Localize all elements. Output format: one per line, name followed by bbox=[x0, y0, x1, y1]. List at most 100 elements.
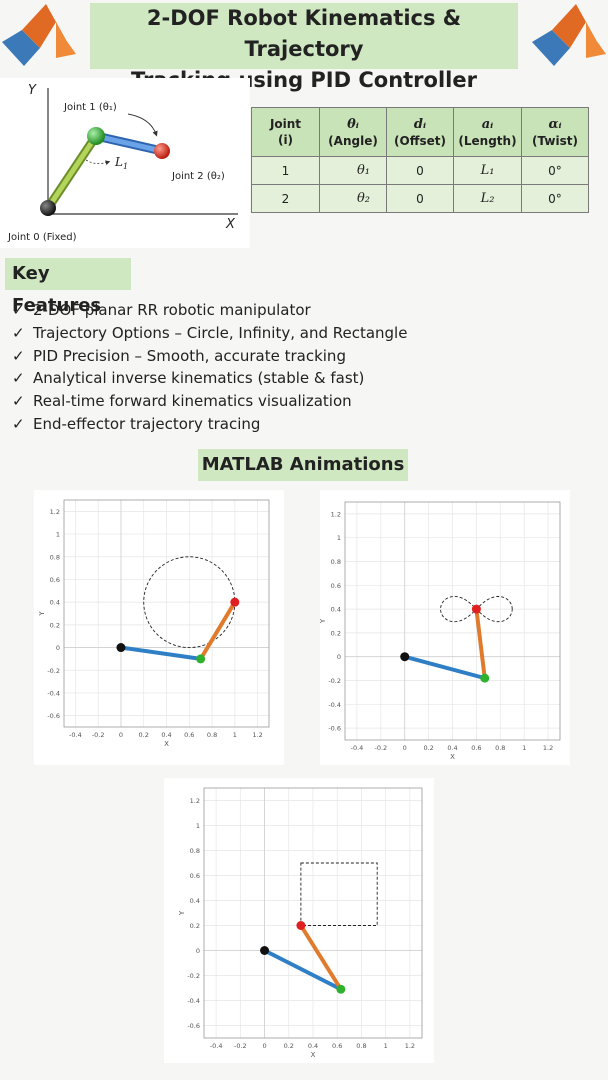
table-row: 2 θ₂ 0 L₂ 0° bbox=[251, 184, 589, 213]
y-tick-label: 1.2 bbox=[331, 510, 341, 518]
y-tick-label: 0.4 bbox=[50, 599, 60, 607]
x-tick-label: 0.8 bbox=[495, 744, 505, 752]
joint-2-sphere bbox=[154, 143, 170, 159]
trajectory-rectangle bbox=[300, 862, 378, 926]
x-tick-label: 0.8 bbox=[207, 731, 217, 739]
feature-list: ✓ 2-DOF planar RR robotic manipulator ✓ Tr… bbox=[12, 299, 407, 436]
elbow-joint bbox=[336, 984, 346, 994]
x-tick-label: -0.4 bbox=[69, 731, 82, 739]
x-tick-label: 1 bbox=[233, 731, 237, 739]
plot-infinity-trajectory: -0.4 -0.2 0 0.2 0.4 0.6 0.8 1 1.2 1.2 1 0.8 0.6 0.4 0.… bbox=[320, 490, 570, 765]
y-axis-label: Y bbox=[38, 611, 46, 617]
x-tick-label: 0.2 bbox=[139, 731, 149, 739]
check-icon: ✓ bbox=[12, 323, 25, 342]
table-cell: 0° bbox=[521, 184, 589, 213]
x-tick-label: 0.6 bbox=[332, 1042, 342, 1050]
col-header-length: aᵢ (Length) bbox=[453, 107, 522, 157]
y-tick-label: 0.2 bbox=[190, 922, 200, 930]
y-tick-label: 0.2 bbox=[331, 629, 341, 637]
plot-rectangle-trajectory: -0.4 -0.2 0 0.2 0.4 0.6 0.8 1 1.2 1.2 1 0.8 0.6 0.4 0.… bbox=[164, 778, 434, 1063]
x-tick-label: 0.4 bbox=[308, 1042, 318, 1050]
x-tick-label: 1 bbox=[522, 744, 526, 752]
link-2 bbox=[298, 923, 343, 992]
x-tick-label: 1 bbox=[384, 1042, 388, 1050]
axes-box bbox=[63, 499, 270, 728]
link-2 bbox=[474, 607, 487, 681]
y-tick-label: 1 bbox=[196, 822, 200, 830]
x-tick-label: 0.6 bbox=[471, 744, 481, 752]
list-item: ✓ Real-time forward kinematics visualizat… bbox=[12, 390, 407, 413]
x-tick-label: -0.2 bbox=[374, 744, 387, 752]
y-axis-label: Y bbox=[178, 910, 186, 916]
x-tick-label: 0.2 bbox=[423, 744, 433, 752]
page-title: 2-DOF Robot Kinematics & Trajectory Trac… bbox=[90, 3, 518, 92]
x-tick-label: -0.4 bbox=[351, 744, 364, 752]
joint-2-label: Joint 2 (θ₂) bbox=[171, 171, 225, 182]
table-cell: 0 bbox=[386, 156, 454, 185]
x-axis-label: X bbox=[450, 753, 455, 761]
link-1 bbox=[262, 948, 343, 992]
x-tick-label: 1.2 bbox=[252, 731, 262, 739]
check-icon: ✓ bbox=[12, 392, 25, 411]
link-2 bbox=[198, 600, 237, 661]
col-header-twist: αᵢ (Twist) bbox=[521, 107, 589, 157]
y-tick-label: 1 bbox=[337, 534, 341, 542]
y-tick-label: -0.6 bbox=[47, 712, 60, 720]
list-item: ✓ PID Precision – Smooth, accurate tracki… bbox=[12, 345, 407, 368]
link-1 bbox=[118, 645, 203, 661]
table-cell: 0° bbox=[521, 156, 589, 185]
list-item: ✓ End-effector trajectory tracing bbox=[12, 413, 407, 436]
check-icon: ✓ bbox=[12, 301, 25, 319]
elbow-joint bbox=[196, 654, 206, 664]
y-tick-label: -0.4 bbox=[47, 689, 60, 697]
matlab-animations-heading: MATLAB Animations bbox=[198, 449, 408, 481]
table-cell: L₂ bbox=[453, 184, 522, 213]
joint-0-label: Joint 0 (Fixed) bbox=[7, 232, 77, 243]
y-tick-label: -0.4 bbox=[187, 997, 200, 1005]
table-cell: 2 bbox=[251, 184, 320, 213]
y-tick-label: 0 bbox=[56, 644, 60, 652]
table-cell: L₁ bbox=[453, 156, 522, 185]
robot-schematic: Y X Joint 1 (θ₁) Joint 2 (θ₂) Joint 0 (F… bbox=[0, 78, 250, 248]
list-item: ✓ Analytical inverse kinematics (stable &… bbox=[12, 367, 407, 390]
end-effector bbox=[296, 921, 306, 930]
table-row: 1 θ₁ 0 L₁ 0° bbox=[251, 156, 589, 185]
x-tick-label: 1.2 bbox=[405, 1042, 415, 1050]
y-tick-label: 1 bbox=[56, 531, 60, 539]
elbow-joint bbox=[480, 673, 490, 683]
col-header-offset: dᵢ (Offset) bbox=[386, 107, 454, 157]
y-tick-label: 0 bbox=[196, 947, 200, 955]
table-cell: 0 bbox=[386, 184, 454, 213]
x-tick-label: -0.4 bbox=[210, 1042, 223, 1050]
joint-1-sphere bbox=[87, 127, 105, 145]
list-item: ✓ Trajectory Options – Circle, Infinity, … bbox=[12, 322, 407, 345]
x-tick-label: 0 bbox=[119, 731, 123, 739]
list-item: ✓ 2-DOF planar RR robotic manipulator bbox=[12, 299, 407, 322]
base-joint bbox=[116, 643, 126, 653]
joint-0-sphere bbox=[40, 200, 56, 216]
table-header-row: Joint (i) θᵢ (Angle) dᵢ (Offset) aᵢ (Length)… bbox=[251, 107, 589, 157]
y-tick-label: -0.6 bbox=[328, 725, 341, 733]
y-tick-label: -0.2 bbox=[47, 667, 60, 675]
y-tick-label: 1.2 bbox=[50, 508, 60, 516]
x-tick-label: 0.8 bbox=[356, 1042, 366, 1050]
link-length-label: L1 bbox=[114, 155, 128, 171]
x-tick-label: 0.4 bbox=[447, 744, 457, 752]
matlab-logo-left-icon bbox=[2, 4, 76, 66]
y-tick-label: 0.8 bbox=[190, 847, 200, 855]
matlab-logo-right-icon bbox=[532, 4, 606, 66]
axes-box bbox=[203, 787, 423, 1039]
y-tick-label: 0.2 bbox=[50, 621, 60, 629]
table-cell: θ₂ bbox=[319, 184, 387, 213]
y-tick-label: -0.4 bbox=[328, 701, 341, 709]
end-effector bbox=[471, 604, 481, 614]
base-joint bbox=[260, 946, 270, 955]
col-header-angle: θᵢ (Angle) bbox=[319, 107, 387, 157]
x-tick-label: 0.4 bbox=[161, 731, 171, 739]
x-tick-label: 1.2 bbox=[543, 744, 553, 752]
x-tick-label: 0 bbox=[262, 1042, 266, 1050]
schematic-x-label: X bbox=[225, 217, 236, 232]
y-tick-label: 0.8 bbox=[331, 558, 341, 566]
title-line-1: 2-DOF Robot Kinematics & Trajectory bbox=[146, 6, 462, 61]
col-header-joint: Joint (i) bbox=[251, 107, 320, 157]
